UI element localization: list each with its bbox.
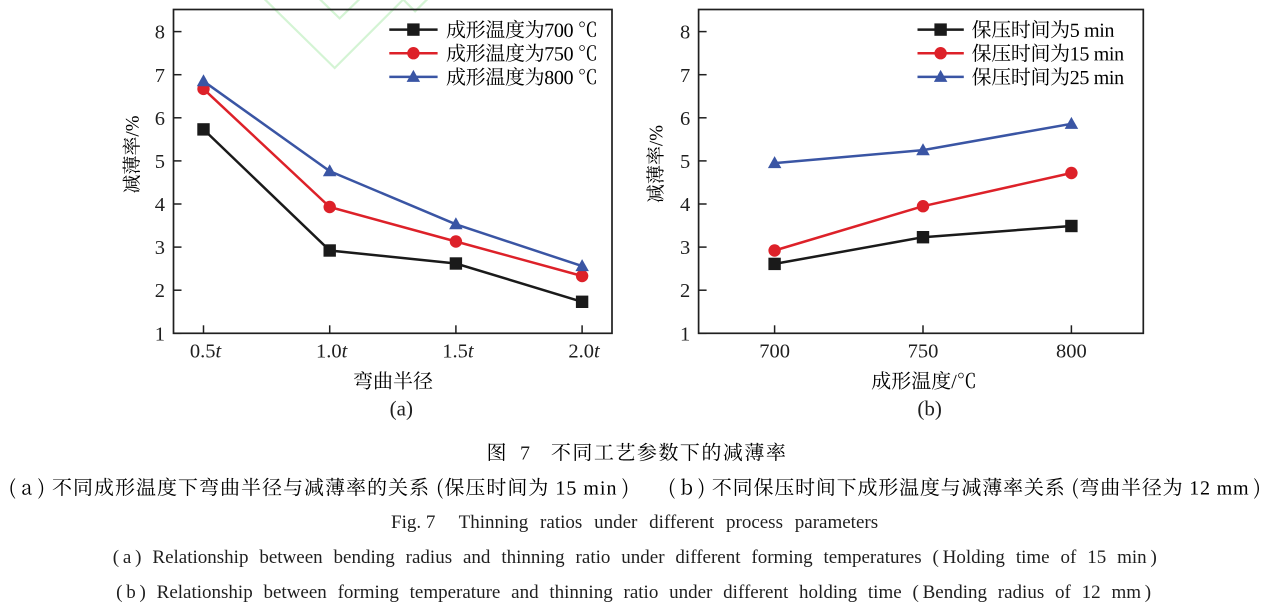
svg-text:2: 2 xyxy=(680,280,690,302)
svg-text:7: 7 xyxy=(155,65,165,87)
svg-text:7: 7 xyxy=(520,443,530,465)
svg-text:8: 8 xyxy=(155,22,165,44)
svg-text:7: 7 xyxy=(680,65,690,87)
svg-text:Fig. 7: Fig. 7 xyxy=(391,512,435,533)
svg-text:1: 1 xyxy=(680,323,690,345)
svg-text:800: 800 xyxy=(1056,340,1087,362)
svg-text:5: 5 xyxy=(680,151,690,173)
svg-text:( a ) Relationship between be: ( a ) Relationship between bending radiu… xyxy=(113,547,1157,568)
svg-text:( b ) Relationship between fo: ( b ) Relationship between forming tempe… xyxy=(116,582,1151,603)
svg-text:5: 5 xyxy=(155,151,165,173)
svg-text:3: 3 xyxy=(155,237,165,259)
svg-text:3: 3 xyxy=(680,237,690,259)
svg-text:2: 2 xyxy=(155,280,165,302)
svg-text:6: 6 xyxy=(680,108,690,130)
svg-text:0.5t: 0.5t xyxy=(190,340,223,362)
svg-text:6: 6 xyxy=(155,108,165,130)
svg-text:700: 700 xyxy=(759,340,790,362)
svg-text:1: 1 xyxy=(155,323,165,345)
svg-text:2.0t: 2.0t xyxy=(568,340,601,362)
svg-text:(b): (b) xyxy=(917,396,942,420)
svg-text:(a): (a) xyxy=(390,396,413,420)
svg-text:4: 4 xyxy=(680,194,690,216)
svg-text:1.0t: 1.0t xyxy=(316,340,349,362)
svg-text:8: 8 xyxy=(680,22,690,44)
svg-text:750: 750 xyxy=(908,340,939,362)
svg-text:4: 4 xyxy=(155,194,165,216)
svg-text:1.5t: 1.5t xyxy=(442,340,475,362)
svg-text:Thinning ratios under differen: Thinning ratios under different process … xyxy=(459,512,879,533)
